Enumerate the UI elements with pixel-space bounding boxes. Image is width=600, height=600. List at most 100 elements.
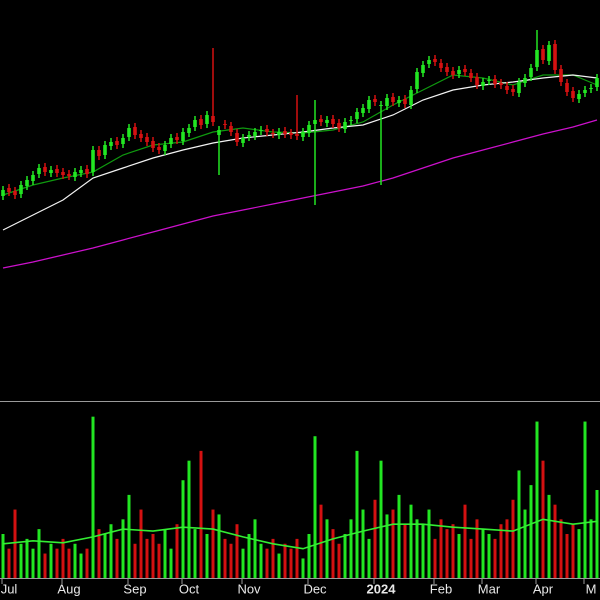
- volume-bar: [415, 519, 419, 578]
- volume-bar: [409, 504, 413, 578]
- volume-bar: [565, 534, 569, 578]
- candle-body: [403, 99, 407, 104]
- candle-body: [91, 150, 95, 172]
- volume-bar: [229, 543, 233, 578]
- candle-body: [67, 174, 71, 176]
- volume-bar: [589, 519, 593, 578]
- volume-bar: [217, 514, 221, 578]
- x-tick-label: M: [586, 581, 597, 596]
- volume-bar: [421, 524, 425, 578]
- candle-body: [157, 147, 161, 150]
- volume-bar: [427, 509, 431, 578]
- volume-bar: [67, 548, 71, 578]
- candle-body: [553, 44, 557, 70]
- candle-body: [55, 169, 59, 173]
- candle-body: [427, 60, 431, 64]
- candle-body: [121, 138, 125, 144]
- volume-bar: [265, 548, 269, 578]
- volume-bar: [559, 519, 563, 578]
- candle-body: [277, 132, 281, 135]
- x-tick-label: Jul: [1, 581, 18, 596]
- volume-bar: [133, 543, 137, 578]
- volume-bar: [367, 538, 371, 578]
- volume-bar: [241, 548, 245, 578]
- candle-body: [37, 168, 41, 174]
- candle-body: [223, 124, 227, 125]
- volume-bar: [85, 548, 89, 578]
- volume-bar: [451, 524, 455, 578]
- candle-body: [181, 132, 185, 141]
- candle-body: [19, 185, 23, 194]
- candle-body: [385, 98, 389, 106]
- x-tick-label: Dec: [303, 581, 327, 596]
- volume-bar: [109, 524, 113, 578]
- candle-body: [469, 73, 473, 78]
- volume-bar: [61, 538, 65, 578]
- candle-body: [565, 83, 569, 92]
- candle-body: [529, 68, 533, 77]
- volume-bar: [49, 543, 53, 578]
- volume-bar: [529, 485, 533, 578]
- candle-body: [271, 133, 275, 134]
- candle-body: [1, 190, 5, 196]
- volume-bar: [349, 519, 353, 578]
- x-tick-label: 2024: [367, 581, 397, 596]
- volume-bar: [439, 519, 443, 578]
- candle-body: [97, 150, 101, 156]
- candle-body: [343, 122, 347, 129]
- candle-body: [367, 100, 371, 109]
- candle-body: [43, 167, 47, 172]
- volume-bar: [355, 450, 359, 578]
- candle-body: [349, 120, 353, 121]
- candle-body: [523, 78, 527, 83]
- volume-bar: [553, 504, 557, 578]
- candle-body: [397, 100, 401, 103]
- volume-bar: [319, 504, 323, 578]
- volume-bar: [193, 529, 197, 578]
- candle-body: [103, 145, 107, 155]
- volume-bar: [127, 494, 131, 578]
- volume-bar: [253, 519, 257, 578]
- volume-bar: [433, 538, 437, 578]
- x-tick-label: Sep: [123, 581, 146, 596]
- candle-body: [241, 138, 245, 143]
- volume-bar: [337, 543, 341, 578]
- volume-bar: [13, 509, 17, 578]
- candle-body: [247, 135, 251, 137]
- candle-body: [283, 131, 287, 134]
- volume-bar: [37, 529, 41, 578]
- volume-bar: [535, 421, 539, 578]
- volume-bar: [361, 509, 365, 578]
- x-tick-label: Aug: [57, 581, 80, 596]
- candle-body: [313, 120, 317, 124]
- volume-bar: [25, 538, 29, 578]
- volume-bar: [379, 460, 383, 578]
- volume-bar: [121, 519, 125, 578]
- volume-bar: [205, 534, 209, 578]
- volume-bar: [343, 534, 347, 578]
- candle-body: [445, 67, 449, 72]
- volume-bar: [145, 538, 149, 578]
- candle-body: [373, 99, 377, 102]
- x-tick-label: Feb: [430, 581, 452, 596]
- candle-body: [433, 59, 437, 62]
- candle-body: [85, 169, 89, 174]
- candle-body: [133, 127, 137, 135]
- candle-body: [451, 71, 455, 75]
- candle-body: [265, 129, 269, 132]
- candle-body: [439, 63, 443, 68]
- candle-body: [337, 123, 341, 128]
- volume-bar: [211, 509, 215, 578]
- volume-bar: [163, 529, 167, 578]
- candle-body: [517, 82, 521, 93]
- volume-average-line: [2, 518, 598, 550]
- candle-body: [511, 89, 515, 92]
- candle-body: [499, 83, 503, 85]
- volume-bar: [469, 538, 473, 578]
- moving-average-line: [2, 119, 598, 269]
- volume-bar: [181, 480, 185, 578]
- volume-bar: [505, 519, 509, 578]
- candle-body: [163, 145, 167, 151]
